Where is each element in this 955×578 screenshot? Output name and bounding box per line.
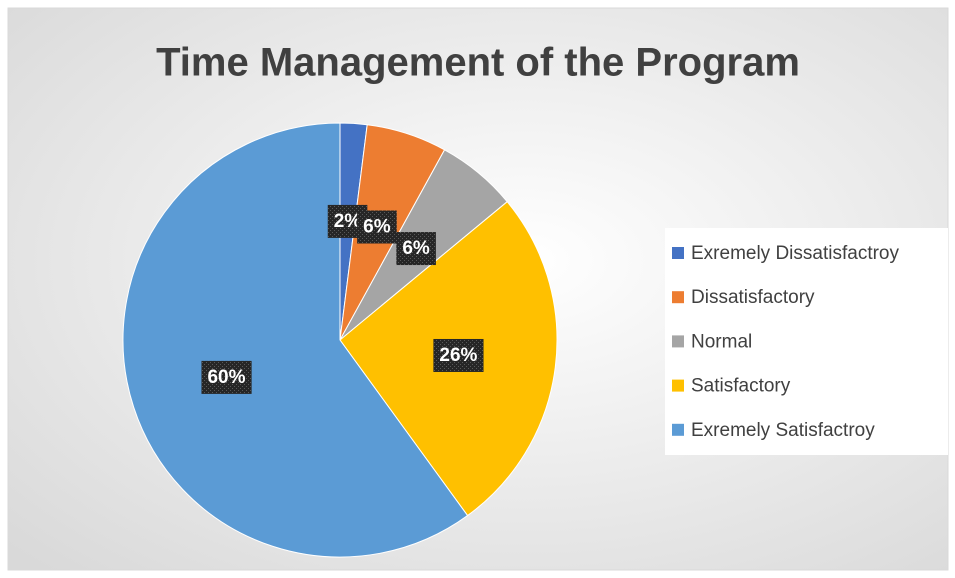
chart-title: Time Management of the Program <box>156 41 800 85</box>
data-label: 2% <box>334 211 362 232</box>
legend-box <box>665 228 948 455</box>
legend-swatch <box>672 379 684 392</box>
legend-swatch <box>672 291 684 304</box>
legend-label: Exremely Satisfactroy <box>691 420 875 441</box>
data-label-box <box>201 360 252 394</box>
data-label: 6% <box>402 238 430 259</box>
data-label: 26% <box>439 345 477 366</box>
legend-label: Normal <box>691 331 752 352</box>
data-label-box <box>357 210 397 244</box>
data-label: 60% <box>207 367 245 388</box>
legend-label: Dissatisfactory <box>691 287 815 308</box>
legend-swatch <box>672 335 684 348</box>
pie-slice <box>122 122 469 558</box>
data-label: 6% <box>363 217 391 238</box>
legend-label: Satisfactory <box>691 376 791 397</box>
legend-swatch <box>672 423 684 436</box>
data-label-box <box>396 232 436 266</box>
data-label-box <box>433 338 484 372</box>
legend-swatch <box>672 247 684 259</box>
legend-label: Exremely Dissatisfactroy <box>691 243 899 264</box>
